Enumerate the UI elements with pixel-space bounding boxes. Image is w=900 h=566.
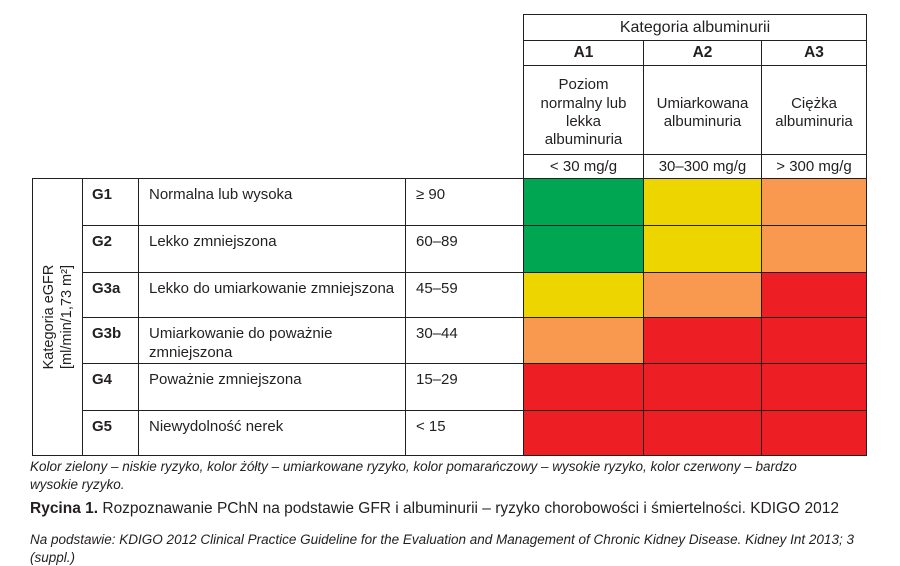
gfr-range-g3a: 45–59 bbox=[405, 272, 524, 318]
gfr-code-g5: G5 bbox=[82, 410, 139, 456]
table-row-g5: G5 Niewydolność nerek < 15 bbox=[33, 410, 867, 456]
risk-cell-g5-a3 bbox=[761, 410, 867, 456]
risk-cell-g2-a1 bbox=[523, 225, 644, 273]
risk-cell-g3b-a2 bbox=[643, 317, 762, 364]
table-row-g1: Kategoria eGFR [ml/min/1,73 m²] G1 Norma… bbox=[32, 178, 867, 456]
albuminuria-desc-a1: Poziom normalny lub lekka albuminuria bbox=[523, 65, 644, 155]
gfr-code-g3b: G3b bbox=[82, 317, 139, 364]
table-row-g2: G2 Lekko zmniejszona 60–89 bbox=[33, 225, 867, 273]
risk-cell-g2-a3 bbox=[761, 225, 867, 273]
albuminuria-title-row: Kategoria albuminurii bbox=[522, 14, 868, 41]
risk-cell-g4-a2 bbox=[643, 363, 762, 411]
albuminuria-title: Kategoria albuminurii bbox=[522, 14, 868, 41]
albuminuria-header-table: Kategoria albuminurii A1 A2 A3 Poziom no… bbox=[522, 14, 868, 179]
figure-number-label: Rycina 1. bbox=[30, 500, 99, 517]
gfr-risk-matrix-table: Kategoria eGFR [ml/min/1,73 m²] G1 Norma… bbox=[32, 178, 867, 456]
risk-cell-g1-a1 bbox=[523, 178, 644, 226]
egfr-axis-cell: Kategoria eGFR [ml/min/1,73 m²] bbox=[32, 178, 83, 456]
egfr-axis-label: Kategoria eGFR [ml/min/1,73 m²] bbox=[39, 180, 75, 455]
risk-cell-g4-a3 bbox=[761, 363, 867, 411]
risk-cell-g2-a2 bbox=[643, 225, 762, 273]
albuminuria-desc-a3: Ciężka albuminuria bbox=[760, 65, 868, 155]
table-row-g4: G4 Poważnie zmniejszona 15–29 bbox=[33, 363, 867, 411]
gfr-desc-g2: Lekko zmniejszona bbox=[138, 225, 406, 273]
albuminuria-range-a1: < 30 mg/g bbox=[523, 154, 644, 179]
gfr-code-g1: G1 bbox=[82, 178, 139, 226]
risk-cell-g5-a2 bbox=[643, 410, 762, 456]
table-row-g3a: G3a Lekko do umiarkowanie zmniejszona 45… bbox=[33, 272, 867, 318]
color-legend-caption: Kolor zielony – niskie ryzyko, kolor żół… bbox=[30, 459, 797, 492]
risk-cell-g3a-a3 bbox=[761, 272, 867, 318]
gfr-desc-g4: Poważnie zmniejszona bbox=[138, 363, 406, 411]
albuminuria-desc-a2: Umiarkowana albuminuria bbox=[643, 65, 762, 155]
albuminuria-description-row: Poziom normalny lub lekka albuminuria Um… bbox=[523, 65, 868, 155]
albuminuria-code-a1: A1 bbox=[523, 40, 644, 66]
albuminuria-code-a2: A2 bbox=[643, 40, 762, 66]
risk-cell-g1-a3 bbox=[761, 178, 867, 226]
albuminuria-range-a2: 30–300 mg/g bbox=[643, 154, 762, 179]
gfr-desc-g1: Normalna lub wysoka bbox=[138, 178, 406, 226]
albuminuria-code-row: A1 A2 A3 bbox=[523, 40, 868, 66]
gfr-range-g4: 15–29 bbox=[405, 363, 524, 411]
gfr-range-g2: 60–89 bbox=[405, 225, 524, 273]
source-citation: Na podstawie: KDIGO 2012 Clinical Practi… bbox=[30, 532, 854, 565]
gfr-desc-g3b: Umiarkowanie do poważnie zmniejszona bbox=[138, 317, 406, 364]
table-row-g3b: G3b Umiarkowanie do poważnie zmniejszona… bbox=[33, 317, 867, 364]
albuminuria-range-row: < 30 mg/g 30–300 mg/g > 300 mg/g bbox=[523, 154, 868, 179]
gfr-code-g3a: G3a bbox=[82, 272, 139, 318]
risk-cell-g5-a1 bbox=[523, 410, 644, 456]
gfr-desc-g3a: Lekko do umiarkowanie zmniejszona bbox=[138, 272, 406, 318]
risk-cell-g3a-a2 bbox=[643, 272, 762, 318]
gfr-desc-g5: Niewydolność nerek bbox=[138, 410, 406, 456]
risk-cell-g3a-a1 bbox=[523, 272, 644, 318]
risk-cell-g3b-a3 bbox=[761, 317, 867, 364]
egfr-axis-unit: [ml/min/1,73 m²] bbox=[58, 265, 75, 369]
gfr-code-g2: G2 bbox=[82, 225, 139, 273]
risk-cell-g3b-a1 bbox=[523, 317, 644, 364]
gfr-range-g5: < 15 bbox=[405, 410, 524, 456]
albuminuria-range-a3: > 300 mg/g bbox=[760, 154, 868, 179]
gfr-range-g3b: 30–44 bbox=[405, 317, 524, 364]
gfr-range-g1: ≥ 90 bbox=[405, 178, 524, 226]
egfr-axis-title: Kategoria eGFR bbox=[40, 264, 57, 370]
figure-caption: Rycina 1. Rozpoznawanie PChN na podstawi… bbox=[30, 499, 870, 518]
risk-cell-g4-a1 bbox=[523, 363, 644, 411]
gfr-code-g4: G4 bbox=[82, 363, 139, 411]
figure-caption-text: Rozpoznawanie PChN na podstawie GFR i al… bbox=[98, 500, 839, 517]
albuminuria-code-a3: A3 bbox=[760, 40, 868, 66]
risk-cell-g1-a2 bbox=[643, 178, 762, 226]
